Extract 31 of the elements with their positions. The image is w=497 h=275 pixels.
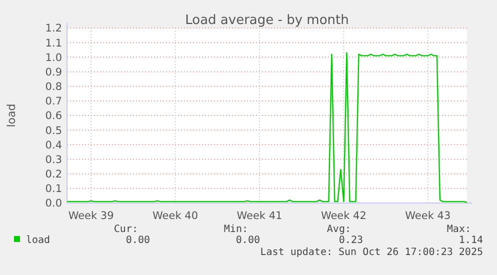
y-tick-label: 0.1 xyxy=(45,183,62,196)
y-tick-label: 0.4 xyxy=(45,139,62,152)
text: Cur: xyxy=(114,224,138,235)
y-tick-label: 1.2 xyxy=(45,22,62,35)
y-tick-label: 0.7 xyxy=(45,96,62,108)
y-tick-label: 0.8 xyxy=(45,81,62,94)
text: Max: xyxy=(446,224,471,235)
x-tick-label: Week 42 xyxy=(320,210,366,222)
y-tick-label: 1.1 xyxy=(45,37,62,50)
x-tick-label: Week 43 xyxy=(405,210,451,222)
y-axis-title: load xyxy=(5,104,18,128)
chart-title: Load average - by month xyxy=(185,13,349,28)
text: 1.14 xyxy=(458,235,483,246)
y-tick-label: 1.0 xyxy=(45,52,62,64)
y-tick-label: 0.3 xyxy=(45,154,62,166)
y-tick-label: 0.9 xyxy=(45,66,62,78)
y-tick-label: 0.2 xyxy=(45,168,62,181)
text: Last update: Sun Oct 26 17:00:23 2025 xyxy=(260,247,483,258)
text: Min: xyxy=(224,224,248,235)
line-series xyxy=(66,52,468,203)
text: 0.23 xyxy=(338,235,363,246)
x-tick-label: Week 41 xyxy=(236,210,282,222)
y-tick-label: 0.0 xyxy=(45,198,62,210)
y-tick-label: 0.6 xyxy=(45,110,62,122)
text: 0.00 xyxy=(236,235,260,246)
text: Avg: xyxy=(326,224,351,235)
x-tick-label: Week 40 xyxy=(152,210,198,222)
x-tick-label: Week 39 xyxy=(68,210,114,222)
legend-label: load xyxy=(26,235,50,246)
y-tick-label: 0.5 xyxy=(45,124,62,137)
text: 0.00 xyxy=(126,235,150,246)
